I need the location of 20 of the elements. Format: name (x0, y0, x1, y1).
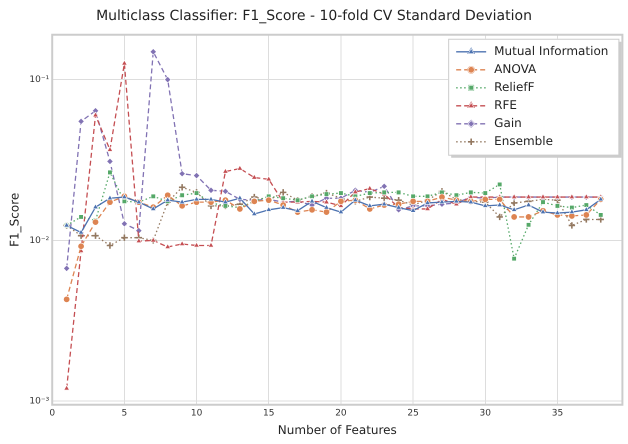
x-tick-label: 30 (480, 408, 492, 419)
legend-label: ReliefF (494, 80, 535, 94)
legend-label: Mutual Information (494, 44, 608, 58)
x-tick-label: 20 (335, 408, 347, 419)
x-tick-label: 25 (407, 408, 419, 419)
y-tick-label: 10⁻² (29, 236, 50, 246)
x-tick-label: 15 (263, 408, 274, 419)
legend-label: RFE (494, 98, 517, 112)
y-tick-label: 10⁻¹ (29, 74, 50, 85)
legend-label: Ensemble (494, 134, 554, 148)
legend-label: ANOVA (494, 62, 538, 76)
x-tick-label: 5 (122, 408, 128, 419)
y-tick-label: 10⁻³ (29, 396, 50, 407)
y-axis-title: F1_Score (7, 192, 22, 247)
legend-label: Gain (494, 116, 522, 130)
x-tick-label: 10 (190, 408, 203, 419)
chart-title: Multiclass Classifier: F1_Score - 10-fold CV Standard Deviation (96, 8, 532, 24)
x-tick-label: 0 (49, 408, 56, 419)
x-axis-title: Number of Features (278, 422, 397, 437)
x-tick-label: 35 (552, 408, 564, 419)
